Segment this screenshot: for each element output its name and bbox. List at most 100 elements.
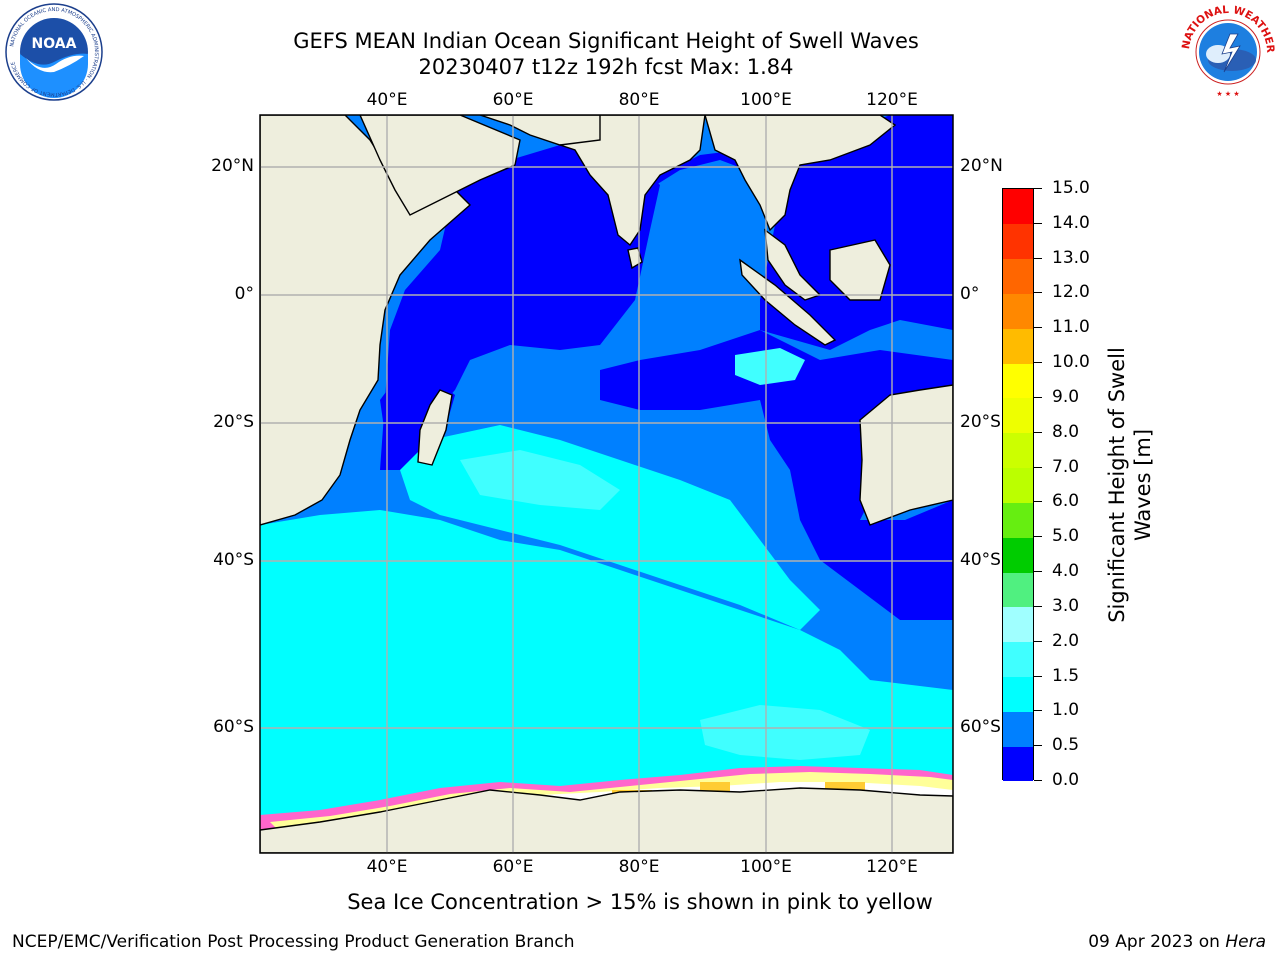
colorbar-tick-label: 0.5 — [1052, 735, 1080, 756]
colorbar-tick-label: 14.0 — [1052, 212, 1090, 233]
lon-label-top-100e: 100°E — [740, 90, 792, 110]
colorbar-tick-label: 2.0 — [1052, 630, 1080, 651]
malay-peninsula — [764, 228, 822, 301]
colorbar-tick — [1034, 536, 1042, 538]
colorbar-tick — [1034, 222, 1042, 224]
lon-label-top-120e: 120°E — [866, 90, 918, 110]
india — [559, 115, 706, 247]
colorbar — [1002, 188, 1034, 782]
colorbar-tick — [1034, 745, 1042, 747]
noaa-logo-text: NOAA — [32, 36, 77, 52]
colorbar-tick-label: 9.0 — [1052, 386, 1080, 407]
borneo — [829, 239, 891, 301]
lat-label-left-20s: 20°S — [213, 412, 254, 432]
colorbar-tick — [1034, 710, 1042, 712]
colorbar-tick-label: 1.0 — [1052, 700, 1080, 721]
footer-date: 09 Apr 2023 on Hera — [1088, 932, 1266, 952]
colorbar-tick-label: 8.0 — [1052, 421, 1080, 442]
colorbar-tick-label: 7.0 — [1052, 456, 1080, 477]
swell-region-higher-patch-3 — [735, 348, 805, 385]
map-frame — [259, 114, 954, 854]
colorbar-tick — [1034, 466, 1042, 468]
lat-label-left-0: 0° — [234, 284, 254, 304]
colorbar-bin-4.0-5.0 — [1003, 537, 1033, 573]
lat-label-right-20n: 20°N — [960, 156, 1003, 176]
footer-credit: NCEP/EMC/Verification Post Processing Pr… — [12, 932, 575, 952]
colorbar-tick-label: 11.0 — [1052, 317, 1090, 338]
map-title: GEFS MEAN Indian Ocean Significant Heigh… — [293, 29, 919, 53]
lat-label-left-60s: 60°S — [213, 717, 254, 737]
colorbar-bin-14.0-15.0 — [1003, 189, 1033, 225]
colorbar-bin-11.0-12.0 — [1003, 293, 1033, 329]
colorbar-label-line1: Significant Height of Swell — [1105, 347, 1129, 623]
colorbar-label-line2: Waves [m] — [1131, 428, 1155, 542]
lon-label-bottom-60e: 60°E — [492, 857, 534, 877]
colorbar-tick — [1034, 640, 1042, 642]
colorbar-tick-label: 15.0 — [1052, 178, 1090, 198]
colorbar-tick — [1034, 362, 1042, 364]
lat-label-left-40s: 40°S — [213, 550, 254, 570]
lat-label-left-20n: 20°N — [211, 156, 254, 176]
footer-machine: Hera — [1225, 932, 1266, 952]
colorbar-tick-label: 6.0 — [1052, 491, 1080, 512]
swell-region-low-east — [600, 330, 953, 620]
colorbar-tick-label: 5.0 — [1052, 526, 1080, 547]
colorbar-tick — [1034, 501, 1042, 503]
colorbar-tick-label: 0.0 — [1052, 770, 1080, 790]
lat-label-right-0: 0° — [960, 284, 980, 304]
colorbar-tick — [1034, 605, 1042, 607]
colorbar-tick-label: 1.5 — [1052, 665, 1080, 686]
antarctica — [260, 787, 953, 853]
colorbar-tick-label: 13.0 — [1052, 247, 1090, 268]
swell-region-higher-patch-2 — [700, 705, 870, 760]
colorbar-tick — [1034, 396, 1042, 398]
colorbar-bin-2.0-3.0 — [1003, 606, 1033, 643]
lon-label-top-80e: 80°E — [618, 90, 660, 110]
sea-ice-note: Sea Ice Concentration > 15% is shown in … — [347, 890, 933, 914]
colorbar-tick — [1034, 327, 1042, 329]
colorbar-bin-10.0-11.0 — [1003, 328, 1033, 364]
swell-region-higher-patch-1 — [460, 450, 620, 510]
colorbar-tick-label: 4.0 — [1052, 561, 1080, 582]
colorbar-bin-1.0-1.5 — [1003, 676, 1033, 712]
footer-date-text: 09 Apr 2023 on — [1088, 932, 1226, 952]
nws-logo-icon: NATIONAL WEATHER SERVICE ★ ★ ★ — [1178, 4, 1276, 98]
colorbar-bin-1.5-2.0 — [1003, 641, 1033, 678]
lon-label-bottom-80e: 80°E — [618, 857, 660, 877]
australia — [859, 384, 953, 526]
colorbar-bin-8.0-9.0 — [1003, 397, 1033, 434]
colorbar-bin-6.0-7.0 — [1003, 467, 1033, 503]
colorbar-tick — [1034, 188, 1042, 189]
colorbar-tick — [1034, 675, 1042, 677]
colorbar-label-text: Significant Height of Swell Waves [m] — [1104, 347, 1156, 623]
colorbar-tick — [1034, 780, 1042, 781]
colorbar-tick-label: 12.0 — [1052, 282, 1090, 303]
colorbar-tick — [1034, 292, 1042, 294]
swell-region-low-arabian-sea — [380, 145, 660, 470]
lat-lon-grid — [260, 115, 953, 853]
colorbar-bin-13.0-14.0 — [1003, 223, 1033, 260]
colorbar-tick-label: 3.0 — [1052, 595, 1080, 616]
colorbar-tick — [1034, 431, 1042, 433]
colorbar-bin-7.0-8.0 — [1003, 432, 1033, 469]
colorbar-bin-0.0-0.5 — [1003, 746, 1033, 782]
noaa-logo-icon: NOAA NATIONAL OCEANIC AND ATMOSPHERIC AD… — [5, 3, 103, 101]
colorbar-bin-5.0-6.0 — [1003, 502, 1033, 538]
lon-label-top-40e: 40°E — [366, 90, 408, 110]
colorbar-tick — [1034, 257, 1042, 259]
lat-label-right-60s: 60°S — [960, 717, 1001, 737]
madagascar — [417, 389, 453, 466]
colorbar-bin-9.0-10.0 — [1003, 363, 1033, 399]
colorbar-tick-label: 10.0 — [1052, 352, 1090, 373]
svg-text:★ ★ ★: ★ ★ ★ — [1216, 90, 1239, 98]
lon-label-top-60e: 60°E — [492, 90, 534, 110]
colorbar-bin-3.0-4.0 — [1003, 572, 1033, 608]
lat-label-right-40s: 40°S — [960, 550, 1001, 570]
colorbar-bin-12.0-13.0 — [1003, 258, 1033, 294]
southeast-asia — [704, 115, 897, 232]
map-subtitle: 20230407 t12z 192h fcst Max: 1.84 — [418, 55, 794, 79]
lon-label-bottom-120e: 120°E — [866, 857, 918, 877]
colorbar-bin-0.5-1.0 — [1003, 711, 1033, 747]
colorbar-tick — [1034, 571, 1042, 573]
